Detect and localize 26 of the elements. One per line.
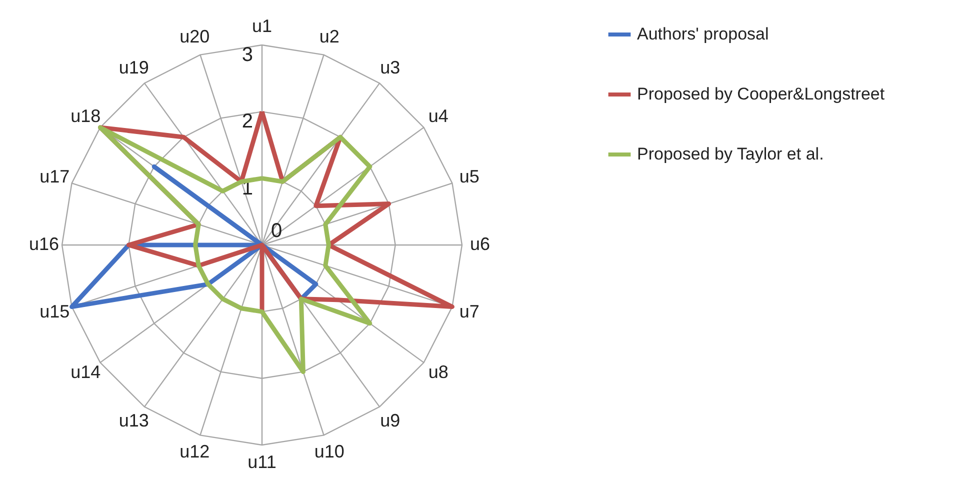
spoke-label: u16	[28, 234, 60, 254]
spoke-label: u18	[70, 106, 101, 126]
spoke-label: u20	[180, 26, 210, 47]
y-tick-label: 3	[242, 44, 253, 66]
spoke-label: u4	[428, 106, 448, 126]
spoke-label: u17	[40, 166, 70, 187]
spoke-label: u19	[118, 58, 149, 78]
legend-label: Proposed by Taylor et al.	[637, 144, 824, 164]
spoke-label: u12	[180, 441, 210, 462]
legend-label: Authors' proposal	[637, 24, 769, 44]
y-tick-label: 2	[242, 110, 253, 133]
spoke-label: u7	[459, 301, 480, 322]
spoke-label: u1	[252, 16, 272, 36]
spoke-label: u9	[380, 410, 400, 430]
spoke-label: u6	[470, 234, 490, 254]
spoke-label: u10	[314, 441, 344, 462]
spoke-label: u8	[428, 362, 448, 382]
spoke-label: u3	[380, 58, 400, 78]
spoke-label: u11	[248, 452, 276, 472]
spoke-label: u2	[319, 26, 340, 47]
spoke-label: u13	[118, 410, 149, 430]
legend-label: Proposed by Cooper&Longstreet	[637, 84, 885, 104]
spoke-label: u15	[40, 301, 70, 322]
spoke-label: u14	[70, 362, 101, 382]
y-tick-label: 0	[271, 220, 282, 242]
spoke-label: u5	[459, 166, 480, 187]
